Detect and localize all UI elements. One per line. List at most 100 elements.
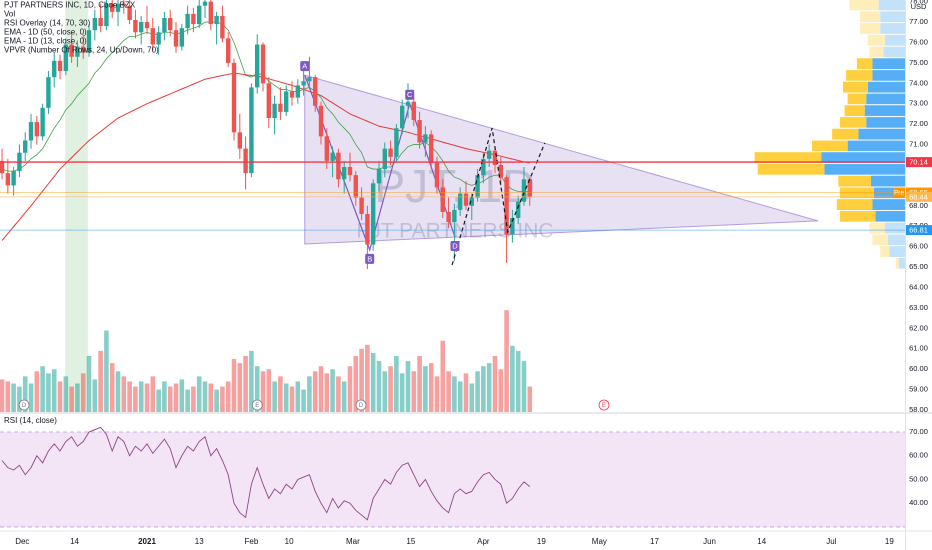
volume-bar [150, 376, 156, 412]
candle-body [446, 211, 451, 223]
profile-up [872, 199, 905, 210]
candle-body [411, 101, 416, 121]
y-tick-label: 62.00 [909, 323, 928, 332]
profile-down [860, 11, 881, 23]
volume-bar [185, 389, 190, 412]
volume-bar [423, 366, 428, 412]
x-tick-label: Apr [477, 537, 490, 546]
candle-body [185, 13, 190, 29]
profile-down [844, 105, 865, 117]
profile-up [884, 222, 905, 234]
candle-body [162, 17, 167, 33]
y-tick-label: 65.00 [909, 262, 928, 271]
volume-bar [138, 381, 144, 412]
pattern-label-box [450, 241, 460, 252]
volume-bar [498, 369, 504, 412]
volume-bar [382, 371, 388, 412]
pattern-label-box [300, 61, 310, 72]
rsi-tick-label: 70.00 [909, 427, 928, 436]
profile-down [812, 140, 848, 152]
volume-bar [173, 383, 179, 412]
volume-bar [202, 381, 208, 412]
volume-bar [376, 361, 382, 412]
volume-bar [295, 381, 301, 412]
candle-body [347, 167, 353, 176]
volume-bar [69, 386, 74, 412]
volume-bar [399, 373, 405, 412]
rsi-line [1, 426, 531, 521]
x-tick-label: 19 [537, 537, 546, 546]
candle-body [498, 164, 503, 178]
volume-bar [266, 369, 272, 412]
profile-up [847, 140, 905, 152]
candle-body [504, 177, 509, 235]
pre-tag [893, 187, 905, 198]
rsi-pane [0, 426, 905, 528]
candle-body [220, 15, 225, 39]
price-tag [906, 191, 932, 202]
candle-body [452, 209, 457, 223]
candle-body [226, 38, 231, 63]
volume-bar [428, 363, 434, 412]
volume-bar [527, 386, 533, 412]
volume-bar [521, 361, 527, 412]
price-tag [906, 157, 932, 168]
watermark-name: PJT PARTNERS INC [356, 220, 553, 243]
candle-body [312, 77, 318, 106]
volume-bar [179, 379, 185, 412]
candle-body [388, 148, 393, 157]
profile-up [866, 93, 905, 105]
volume-bar [336, 376, 341, 412]
candle-body [156, 32, 161, 45]
volume-bar [417, 356, 422, 412]
volume-bar [359, 348, 364, 412]
profile-down [757, 164, 825, 175]
volume-bar [254, 366, 260, 412]
candle-body [486, 150, 492, 159]
candle-body [11, 171, 16, 186]
volume-bar [196, 376, 202, 412]
profile-up [821, 152, 905, 164]
candle-body [260, 44, 266, 84]
x-tick-label: 14 [757, 537, 766, 546]
candle-body [34, 122, 40, 137]
candle-body [272, 103, 277, 119]
profile-up [866, 117, 905, 128]
volume-bar [510, 345, 515, 412]
legend-entry: Vol [4, 10, 15, 19]
candle-body [434, 162, 440, 188]
candle-body [92, 17, 98, 31]
profile-up [880, 23, 905, 34]
candle-body [284, 91, 289, 112]
y-tick-label: 73.00 [909, 99, 928, 108]
candle-body [208, 1, 214, 25]
volume-bar [0, 379, 5, 412]
volume-bar [289, 386, 295, 412]
volume-bar [469, 383, 475, 412]
volume-bar [28, 383, 34, 412]
y-tick-label: 75.00 [909, 58, 928, 67]
y-tick-label: 64.00 [909, 282, 928, 291]
profile-down [856, 58, 873, 70]
volume-bar [353, 356, 359, 412]
volume-bar [463, 373, 469, 412]
profile-up [872, 70, 905, 81]
candle-body [330, 152, 335, 161]
volume-bar [260, 371, 266, 412]
x-tick-label: Mar [346, 537, 360, 546]
candle-body [40, 107, 45, 137]
candle-body [521, 179, 527, 202]
volume-bar [318, 366, 324, 412]
event-label: E [602, 403, 606, 409]
event-label: D [22, 403, 27, 409]
candle-body [527, 179, 532, 197]
candle-body [115, 3, 121, 12]
y-tick-label: 78.00 [909, 0, 928, 6]
profile-up [858, 128, 905, 140]
candle-body [365, 213, 370, 245]
candle-body [428, 134, 434, 163]
profile-down [839, 117, 867, 128]
y-tick-label: 63.00 [909, 303, 928, 312]
